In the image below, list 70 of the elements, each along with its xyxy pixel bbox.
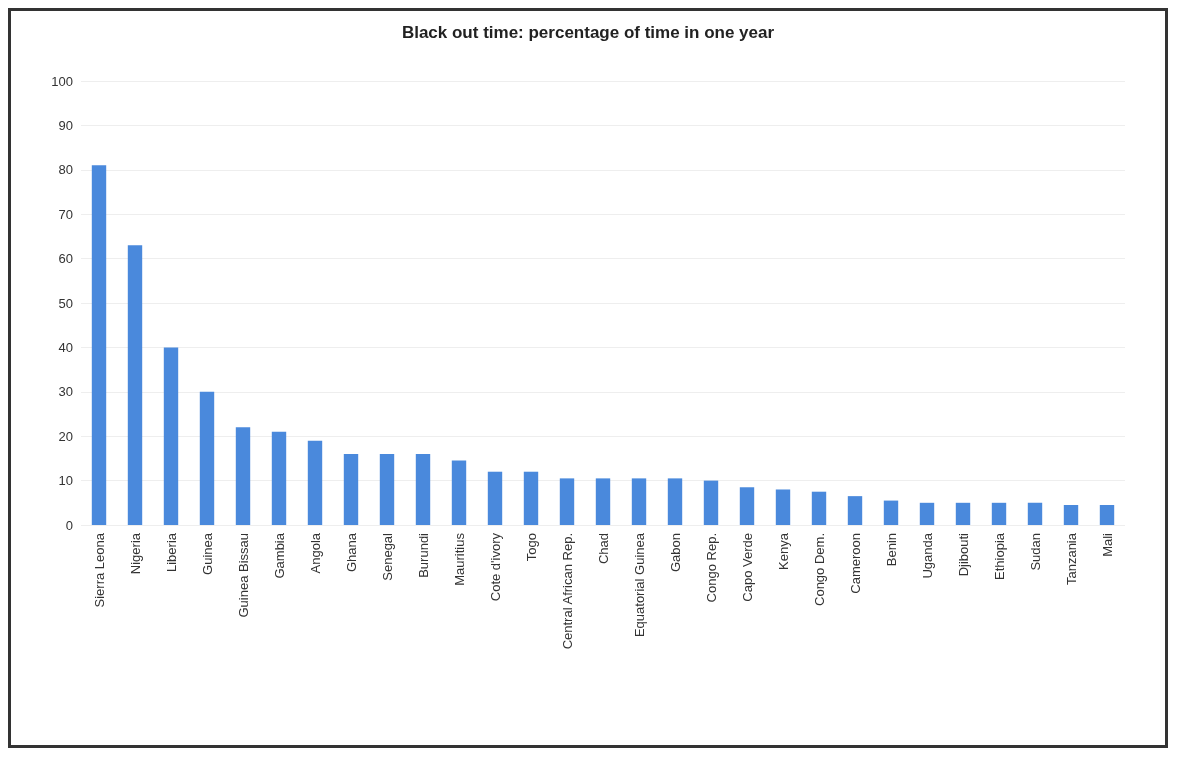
y-tick-label: 40	[58, 339, 73, 355]
x-tick-label: Benin	[883, 533, 899, 567]
x-tick-label: Togo	[523, 533, 539, 562]
bar	[235, 427, 251, 525]
x-tick-label: Uganda	[919, 532, 935, 579]
y-tick-label: 90	[58, 117, 73, 133]
y-tick-label: 100	[51, 73, 73, 89]
bar	[379, 453, 395, 525]
y-tick-label: 70	[58, 206, 73, 222]
x-tick-label: Equatorial Guinea	[631, 532, 647, 638]
bar	[127, 245, 143, 525]
bar	[271, 431, 287, 525]
bar	[199, 391, 215, 525]
y-tick-label: 30	[58, 384, 73, 400]
y-tick-label: 80	[58, 162, 73, 178]
y-tick-label: 10	[58, 473, 73, 489]
bar	[919, 502, 935, 525]
bar	[631, 478, 647, 525]
bar	[487, 471, 503, 525]
bar	[1099, 505, 1115, 525]
bar	[991, 502, 1007, 525]
x-tick-label: Gambia	[271, 532, 287, 579]
x-tick-label: Ghana	[343, 532, 359, 573]
bar	[91, 165, 107, 525]
bar	[667, 478, 683, 525]
bar	[955, 502, 971, 525]
x-tick-label: Capo Verde	[739, 533, 755, 602]
bar	[343, 453, 359, 525]
x-tick-label: Tanzania	[1063, 532, 1079, 586]
bar	[1063, 505, 1079, 525]
bar	[163, 347, 179, 525]
bar	[595, 478, 611, 525]
x-tick-label: Mauritius	[451, 532, 467, 586]
x-tick-label: Angola	[307, 532, 323, 574]
x-tick-label: Central African Rep.	[559, 533, 575, 650]
x-tick-label: Gabon	[667, 533, 683, 573]
x-tick-label: Guinea Bissau	[235, 533, 251, 618]
chart-title: Black out time: percentage of time in one year	[401, 23, 775, 42]
bar	[559, 478, 575, 525]
bar	[1027, 502, 1043, 525]
y-tick-label: 60	[58, 251, 73, 267]
y-tick-label: 50	[58, 295, 73, 311]
x-tick-label: Cameroon	[847, 533, 863, 594]
x-tick-label: Burundi	[415, 532, 431, 578]
bar	[451, 460, 467, 525]
x-tick-label: Kenya	[775, 532, 791, 570]
y-tick-label: 20	[58, 428, 73, 444]
x-tick-label: Cote d'ivory	[487, 532, 503, 602]
x-tick-label: Ethiopia	[991, 532, 1007, 580]
y-tick-label: 0	[65, 517, 73, 533]
bar	[847, 496, 863, 525]
bar	[883, 500, 899, 525]
x-tick-label: Chad	[595, 533, 611, 565]
bar	[811, 491, 827, 525]
bar	[307, 440, 323, 525]
x-tick-label: Congo Dem.	[811, 533, 827, 606]
bar	[739, 487, 755, 525]
x-tick-label: Liberia	[163, 532, 179, 573]
x-tick-label: Nigeria	[127, 532, 143, 575]
x-tick-label: Congo Rep.	[703, 533, 719, 603]
bar	[415, 453, 431, 525]
x-tick-label: Senegal	[379, 532, 395, 581]
x-tick-label: Sudan	[1027, 533, 1043, 571]
x-tick-label: Sierra Leona	[91, 532, 107, 608]
x-tick-label: Mali	[1099, 532, 1115, 557]
x-tick-label: Djibouti	[955, 532, 971, 577]
bar	[523, 471, 539, 525]
bar	[703, 480, 719, 525]
x-tick-label: Guinea	[199, 532, 215, 575]
bar	[775, 489, 791, 525]
